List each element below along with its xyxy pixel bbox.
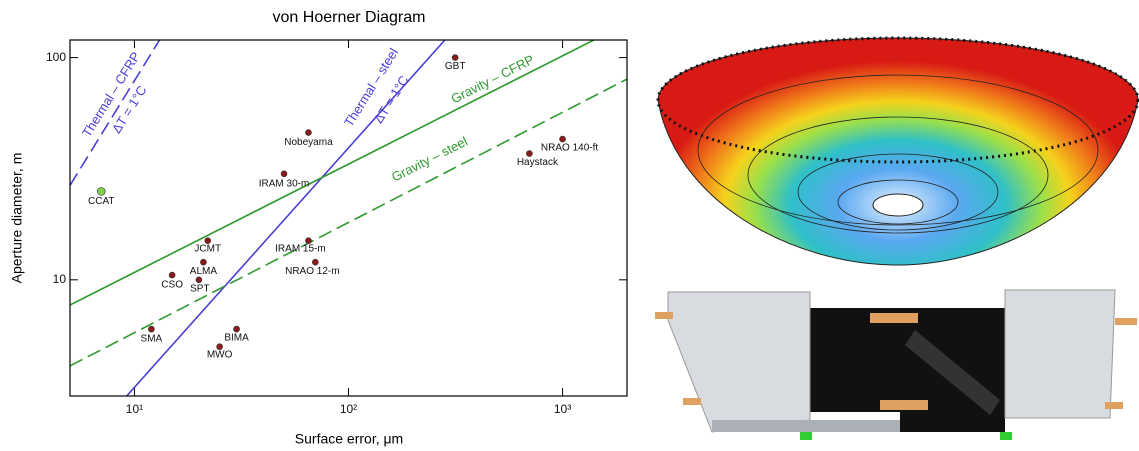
telescope-point	[196, 277, 202, 283]
telescope-point	[234, 326, 240, 332]
telescope-point	[169, 272, 175, 278]
point-label: ALMA	[190, 266, 218, 277]
point-label: Haystack	[517, 157, 559, 168]
telescope-point	[281, 171, 287, 177]
telescope-point	[526, 151, 532, 157]
chart-title: von Hoerner Diagram	[273, 9, 426, 26]
y-axis-label: Aperture diameter, m	[9, 153, 25, 284]
telescope-point	[452, 55, 458, 61]
point-label: MWO	[207, 349, 233, 360]
x-tick-label: 10³	[554, 402, 571, 416]
point-label: SPT	[190, 283, 209, 294]
point-label: IRAM 30-m	[259, 178, 310, 189]
panel-image	[655, 290, 1137, 440]
point-label: Nobeyama	[284, 137, 333, 148]
telescope-point	[560, 136, 566, 142]
point-label: CCAT	[88, 196, 114, 207]
y-tick-label: 100	[46, 50, 66, 64]
telescope-point	[305, 130, 311, 136]
line-label: Gravity – CFRP	[449, 52, 537, 107]
x-axis-label: Surface error, μm	[295, 431, 403, 447]
point-label: NRAO 140-ft	[541, 143, 598, 154]
telescope-point	[148, 326, 154, 332]
y-tick-label: 10	[53, 272, 67, 286]
line-label: Gravity – steel	[389, 133, 470, 184]
point-label: CSO	[161, 280, 183, 291]
figure: von Hoerner Diagram Surface error, μm Ap…	[0, 0, 1139, 451]
point-label: IRAM 15-m	[275, 243, 326, 254]
x-tick-label: 10¹	[126, 402, 143, 416]
point-label: BIMA	[224, 333, 249, 344]
point-label: GBT	[445, 61, 466, 72]
dish-image	[658, 38, 1138, 265]
point-label: JCMT	[194, 243, 221, 254]
telescope-point	[200, 259, 206, 265]
x-tick-label: 10²	[340, 402, 357, 416]
telescope-point	[97, 187, 105, 195]
point-label: NRAO 12-m	[285, 266, 339, 277]
point-label: SMA	[141, 334, 163, 345]
telescope-point	[312, 259, 318, 265]
model-line	[70, 40, 160, 185]
